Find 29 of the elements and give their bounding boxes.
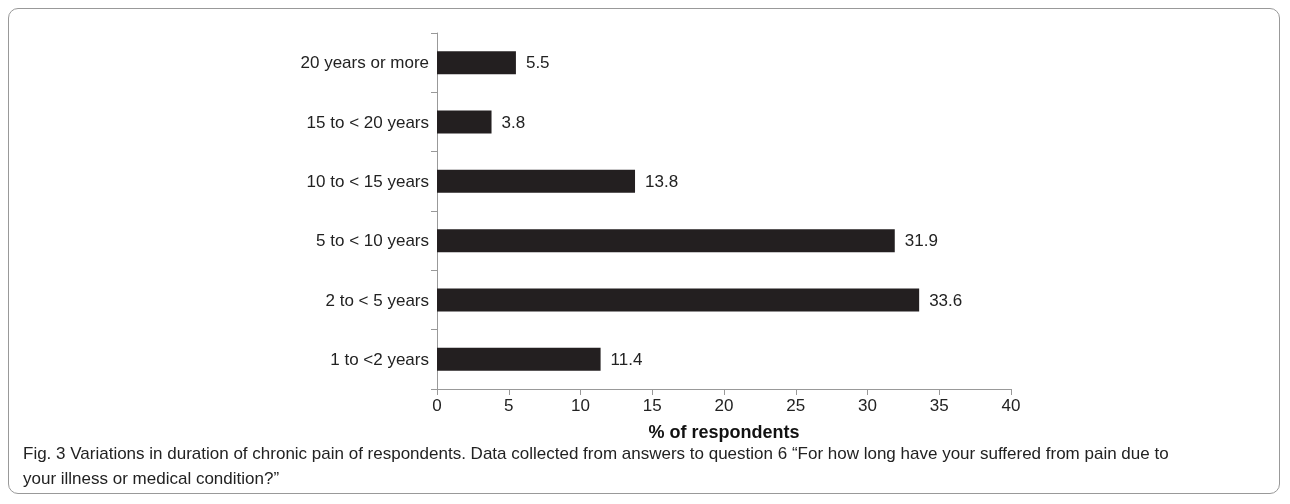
data-label: 13.8: [645, 171, 679, 191]
data-label: 3.8: [501, 112, 526, 132]
y-tick-label: 2 to < 5 years: [325, 290, 429, 310]
x-tick-label: 0: [432, 396, 442, 415]
bar: [437, 288, 920, 312]
caption: Fig. 3 Variations in duration of chronic pain of respondents. Data collected from answers to question 6 “For how long have your suffered from pain due to your illness or medical condition?”: [23, 444, 1174, 488]
bar: [437, 229, 895, 253]
y-tick-label: 1 to <2 years: [330, 349, 429, 369]
bar: [437, 169, 636, 193]
x-tick-label: 5: [504, 396, 514, 415]
x-tick-label: 40: [1001, 396, 1021, 415]
bar: [437, 347, 601, 371]
bar: [437, 51, 516, 75]
x-tick-label: 30: [858, 396, 877, 415]
y-tick-label: 15 to < 20 years: [306, 112, 429, 132]
y-tick-label: 5 to < 10 years: [316, 231, 429, 251]
x-tick-label: 35: [929, 396, 949, 415]
data-label: 33.6: [929, 290, 963, 310]
data-label: 31.9: [904, 231, 938, 251]
x-tick-label: 10: [571, 396, 590, 415]
x-axis-title: % of respondents: [648, 422, 800, 442]
x-tick-label: 25: [786, 396, 806, 415]
bar: [437, 110, 492, 134]
data-label: 5.5: [525, 53, 550, 73]
y-tick-label: 20 years or more: [300, 53, 429, 73]
data-label: 11.4: [610, 349, 643, 369]
x-tick-label: 15: [642, 396, 662, 415]
y-tick-label: 10 to < 15 years: [306, 171, 429, 191]
x-tick-label: 20: [714, 396, 734, 415]
